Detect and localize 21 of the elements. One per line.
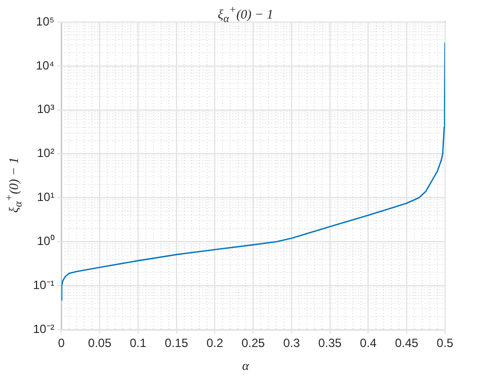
x-axis-title: α: [241, 358, 250, 374]
y-tick-label: 10¹: [37, 190, 54, 204]
x-tick-label: 0.2: [206, 336, 224, 350]
y-tick-label: 10³: [37, 102, 54, 116]
x-tick-label: 0.45: [394, 336, 419, 350]
y-tick-label: 10⁴: [36, 58, 54, 72]
x-tick-label: 0.1: [130, 336, 147, 350]
y-tick-label: 10⁻¹: [33, 278, 54, 292]
y-tick-label: 10⁰: [36, 234, 54, 248]
x-tick-label: 0.35: [318, 336, 342, 350]
chart-title: ξ$_{α}$$^{+}$(0) − 1: [218, 4, 274, 25]
x-tick-label: 0.05: [88, 336, 112, 350]
x-tick-label: 0.25: [241, 336, 266, 350]
x-tick-label: 0.15: [164, 336, 188, 350]
x-tick-label: 0.3: [283, 336, 300, 350]
y-tick-label: 10²: [37, 146, 54, 160]
x-tick-label: 0.5: [436, 336, 454, 350]
y-tick-label: 10⁻²: [33, 322, 54, 336]
y-tick-label: 10⁵: [36, 14, 54, 28]
x-tick-label: 0.4: [360, 336, 377, 350]
x-tick-label: 0: [58, 336, 65, 350]
